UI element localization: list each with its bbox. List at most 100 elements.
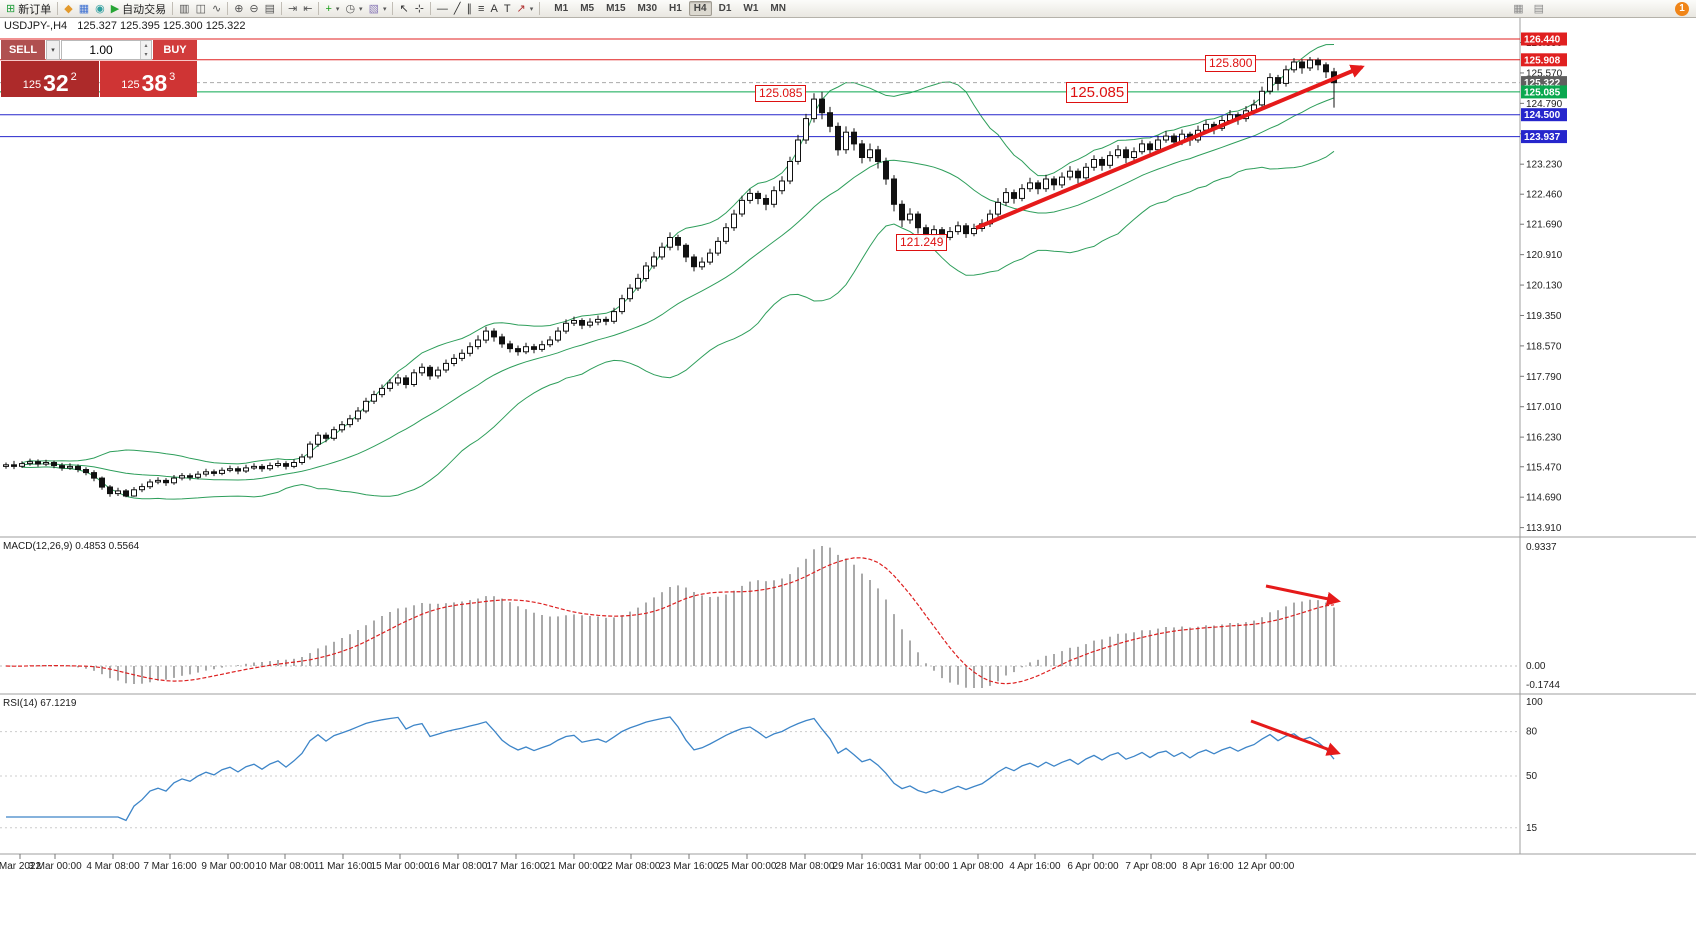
data-window-button[interactable]: ▦ bbox=[76, 1, 92, 17]
svg-text:116.230: 116.230 bbox=[1526, 433, 1562, 444]
timeframe-m5-button[interactable]: M5 bbox=[580, 3, 595, 14]
candles bbox=[3, 57, 1337, 498]
label-button[interactable]: T bbox=[501, 1, 514, 17]
zoom-out-button[interactable]: ⊖ bbox=[246, 1, 261, 17]
svg-text:21 Mar 00:00: 21 Mar 00:00 bbox=[545, 861, 604, 872]
sell-button[interactable]: SELL bbox=[1, 40, 45, 60]
chart-shift-button[interactable]: ⇤ bbox=[300, 1, 315, 17]
chart-candles-button[interactable]: ◫ bbox=[193, 1, 209, 17]
navigator-button[interactable]: ◉ bbox=[92, 1, 108, 17]
fibonacci-icon: ≡ bbox=[478, 2, 485, 15]
svg-text:118.570: 118.570 bbox=[1526, 341, 1562, 352]
price-label-annotation[interactable]: 125.085 bbox=[755, 85, 807, 102]
svg-text:123.937: 123.937 bbox=[1524, 132, 1561, 143]
svg-text:4 Apr 16:00: 4 Apr 16:00 bbox=[1009, 861, 1061, 872]
timeframe-w1-button[interactable]: W1 bbox=[743, 3, 759, 14]
timeframe-h4-button[interactable]: H4 bbox=[688, 1, 712, 16]
auto-scroll-icon: ⇥ bbox=[288, 2, 298, 15]
buy-price-box[interactable]: 125 38 3 bbox=[99, 61, 197, 97]
volume-increase-button[interactable]: ▴ bbox=[144, 43, 148, 49]
templates-button[interactable]: ▧ ▾ bbox=[366, 1, 390, 17]
auto-trading-button-label: 自动交易 bbox=[122, 3, 167, 16]
chart-layout-button[interactable]: ▦ bbox=[1510, 1, 1526, 17]
tile-windows-button[interactable]: ▤ bbox=[262, 1, 278, 17]
market-watch-button[interactable]: ◆ bbox=[61, 1, 75, 17]
rsi-indicator-label: RSI(14) 67.1219 bbox=[3, 698, 77, 709]
bollinger-lower-band[interactable] bbox=[21, 150, 1335, 500]
svg-text:126.440: 126.440 bbox=[1524, 35, 1561, 46]
timeframe-m30-button[interactable]: M30 bbox=[637, 3, 657, 14]
order-type-dropdown[interactable]: ▾ bbox=[46, 40, 60, 60]
volume-stepper: ▴ ▾ bbox=[140, 41, 151, 59]
toolbar: ⊞ 新订单 ◆ ▦ ◉ ▶ 自动交易 ▥ ◫ ∿ ⊕ ⊖ ▤ ⇥ ⇤ + ▾ ◷ ▾ ▧ ▾ ↖ ⊹ ― ╱ ∥ ≡ A T ↗ ▾ M1 M… bbox=[0, 0, 1696, 18]
auto-scroll-button[interactable]: ⇥ bbox=[285, 1, 300, 17]
chart-bars-button[interactable]: ▥ bbox=[176, 1, 192, 17]
timeframe-m15-button[interactable]: M15 bbox=[606, 3, 626, 14]
toolbar-right: ▦ ▤ 1 bbox=[1510, 1, 1693, 17]
arrows-button[interactable]: ↗ ▾ bbox=[514, 1, 537, 17]
macd-indicator-label: MACD(12,26,9) 0.4853 0.5564 bbox=[3, 541, 140, 552]
label-icon: T bbox=[503, 2, 511, 15]
trend-arrow[interactable] bbox=[975, 64, 1365, 230]
fibonacci-button[interactable]: ≡ bbox=[475, 1, 487, 17]
svg-text:125.908: 125.908 bbox=[1524, 55, 1561, 66]
chart-line-button[interactable]: ∿ bbox=[209, 1, 224, 17]
timeframe-m1-button[interactable]: M1 bbox=[554, 3, 569, 14]
volume-input[interactable] bbox=[62, 41, 140, 59]
crosshair-icon: ⊹ bbox=[414, 2, 424, 15]
horizontal-line-icon: ― bbox=[436, 2, 448, 15]
trend-arrow[interactable] bbox=[1250, 719, 1341, 756]
new-order-button-label: 新订单 bbox=[18, 3, 52, 16]
chevron-down-icon: ▾ bbox=[382, 5, 387, 13]
zoom-in-button[interactable]: ⊕ bbox=[231, 1, 246, 17]
price-label-annotation[interactable]: 125.085 bbox=[1066, 82, 1129, 103]
crosshair-button[interactable]: ⊹ bbox=[412, 1, 427, 17]
svg-text:124.790: 124.790 bbox=[1526, 99, 1563, 110]
indicators-button[interactable]: + ▾ bbox=[322, 1, 342, 17]
timeframe-h1-button[interactable]: H1 bbox=[669, 3, 682, 14]
sell-price-box[interactable]: 125 32 2 bbox=[1, 61, 99, 97]
buy-price-prefix: 125 bbox=[121, 79, 140, 91]
bollinger-upper-band[interactable] bbox=[21, 44, 1335, 465]
rsi-line bbox=[6, 716, 1335, 822]
indicators-icon: + bbox=[325, 2, 332, 15]
timeframe-mn-button[interactable]: MN bbox=[770, 3, 786, 14]
market-watch-icon: ◆ bbox=[64, 2, 73, 15]
volume-decrease-button[interactable]: ▾ bbox=[144, 52, 148, 58]
svg-text:125.085: 125.085 bbox=[1524, 87, 1561, 98]
buy-button[interactable]: BUY bbox=[153, 40, 197, 60]
toolbar-separator bbox=[281, 2, 283, 15]
trade-panel-prices: 125 32 2 125 38 3 bbox=[1, 61, 197, 97]
price-label-annotation[interactable]: 125.800 bbox=[1205, 55, 1257, 72]
svg-text:0.00: 0.00 bbox=[1526, 661, 1546, 672]
channel-button[interactable]: ∥ bbox=[464, 1, 476, 17]
trend-arrow[interactable] bbox=[1265, 584, 1341, 606]
periods-button[interactable]: ◷ ▾ bbox=[342, 1, 365, 17]
price-label-annotation[interactable]: 121.249 bbox=[896, 234, 948, 251]
svg-text:0.9337: 0.9337 bbox=[1526, 542, 1557, 553]
bollinger-middle-band[interactable] bbox=[21, 97, 1335, 481]
auto-trading-button[interactable]: ▶ 自动交易 bbox=[108, 1, 169, 17]
svg-text:123.230: 123.230 bbox=[1526, 160, 1563, 171]
svg-text:Mar 2022: Mar 2022 bbox=[0, 861, 42, 872]
horizontal-line-button[interactable]: ― bbox=[434, 1, 451, 17]
trendline-button[interactable]: ╱ bbox=[451, 1, 464, 17]
new-order-button[interactable]: ⊞ 新订单 bbox=[3, 1, 54, 17]
cursor-icon: ↖ bbox=[399, 2, 409, 15]
svg-text:117.010: 117.010 bbox=[1526, 402, 1562, 413]
timeframe-d1-button[interactable]: D1 bbox=[718, 3, 732, 14]
text-icon: A bbox=[490, 2, 498, 15]
trendline-icon: ╱ bbox=[453, 2, 461, 15]
chart-candles-icon: ◫ bbox=[195, 2, 206, 15]
notification-badge[interactable]: 1 bbox=[1675, 1, 1689, 16]
macd-signal-line bbox=[5, 557, 1335, 685]
window-list-button[interactable]: ▤ bbox=[1531, 1, 1547, 17]
cursor-button[interactable]: ↖ bbox=[396, 1, 411, 17]
chart-bars-icon: ▥ bbox=[179, 2, 190, 15]
text-button[interactable]: A bbox=[487, 1, 500, 17]
svg-text:124.500: 124.500 bbox=[1524, 110, 1561, 121]
svg-text:125.322: 125.322 bbox=[1524, 78, 1561, 89]
chevron-down-icon: ▾ bbox=[359, 5, 363, 13]
chart-ohlc-values: 125.327 125.395 125.300 125.322 bbox=[77, 20, 246, 32]
